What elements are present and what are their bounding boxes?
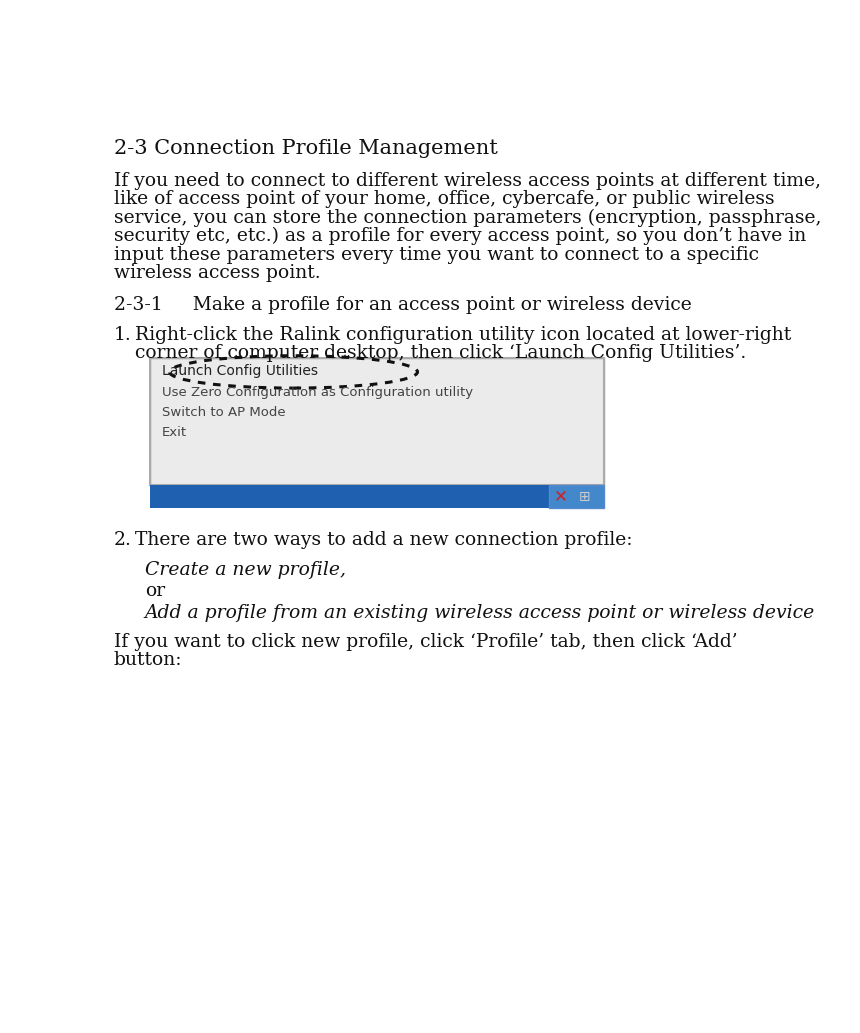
Text: 1.: 1. <box>114 325 132 344</box>
Text: 2.: 2. <box>114 531 132 550</box>
Text: service, you can store the connection parameters (encryption, passphrase,: service, you can store the connection pa… <box>114 209 821 227</box>
Text: wireless access point.: wireless access point. <box>114 264 320 282</box>
Text: corner of computer desktop, then click ‘Launch Config Utilities’.: corner of computer desktop, then click ‘… <box>135 344 746 363</box>
Text: Switch to AP Mode: Switch to AP Mode <box>162 406 286 418</box>
Text: Use Zero Configuration as Configuration utility: Use Zero Configuration as Configuration … <box>162 385 473 399</box>
Text: like of access point of your home, office, cybercafe, or public wireless: like of access point of your home, offic… <box>114 190 774 209</box>
FancyBboxPatch shape <box>150 358 604 486</box>
Text: ⊞: ⊞ <box>578 490 590 504</box>
Text: Exit: Exit <box>162 426 187 439</box>
Text: Right-click the Ralink configuration utility icon located at lower-right: Right-click the Ralink configuration uti… <box>135 325 792 344</box>
Text: ✕: ✕ <box>554 488 568 505</box>
Text: 2-3 Connection Profile Management: 2-3 Connection Profile Management <box>114 139 498 158</box>
Text: 2-3-1     Make a profile for an access point or wireless device: 2-3-1 Make a profile for an access point… <box>114 296 691 314</box>
Text: security etc, etc.) as a profile for every access point, so you don’t have in: security etc, etc.) as a profile for eve… <box>114 227 806 246</box>
FancyBboxPatch shape <box>150 486 604 508</box>
FancyBboxPatch shape <box>550 486 604 508</box>
Text: Add a profile from an existing wireless access point or wireless device: Add a profile from an existing wireless … <box>144 603 815 622</box>
Text: button:: button: <box>114 652 182 669</box>
Text: If you need to connect to different wireless access points at different time,: If you need to connect to different wire… <box>114 171 820 190</box>
Text: Create a new profile,: Create a new profile, <box>144 561 346 578</box>
Text: If you want to click new profile, click ‘Profile’ tab, then click ‘Add’: If you want to click new profile, click … <box>114 633 737 651</box>
Text: input these parameters every time you want to connect to a specific: input these parameters every time you wa… <box>114 246 759 263</box>
Text: or: or <box>144 583 165 600</box>
Text: Launch Config Utilities: Launch Config Utilities <box>162 365 317 378</box>
Text: There are two ways to add a new connection profile:: There are two ways to add a new connecti… <box>135 531 633 550</box>
